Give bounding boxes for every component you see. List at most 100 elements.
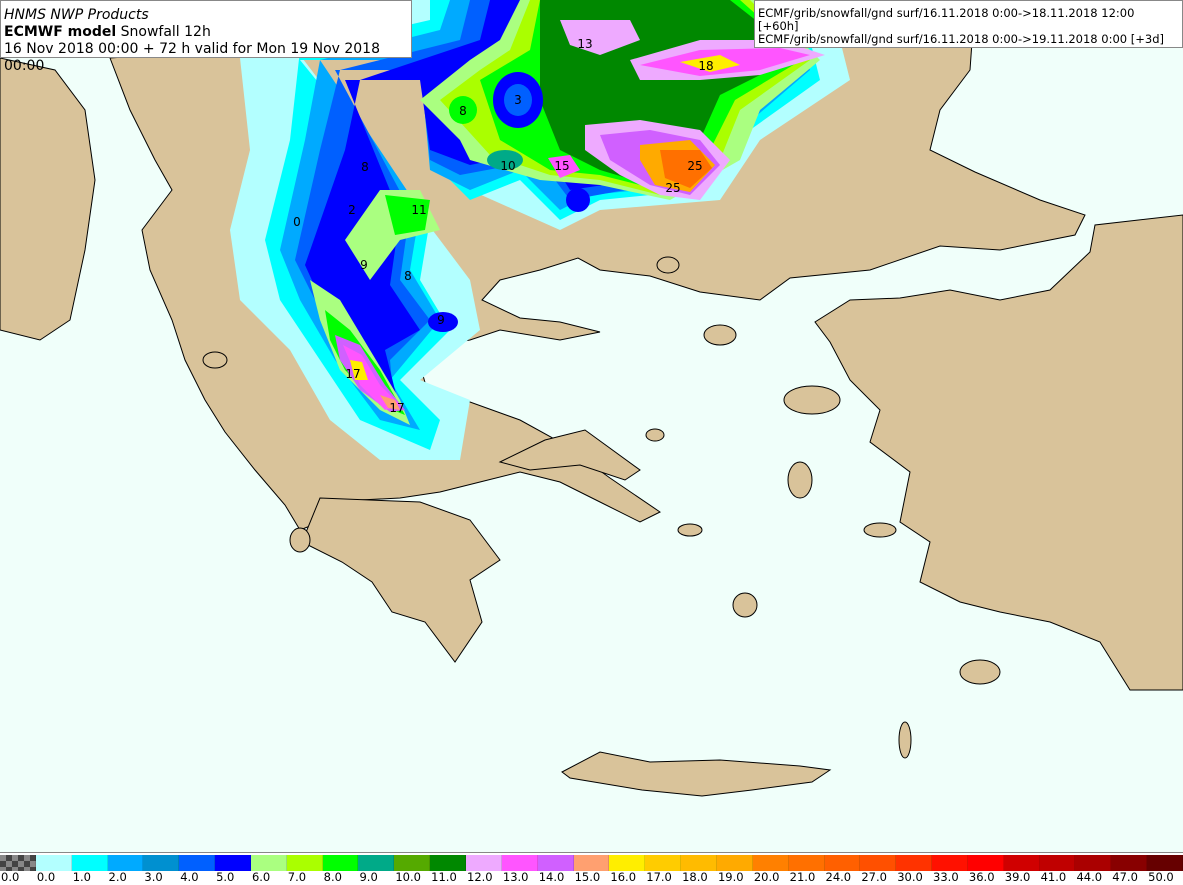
contour-label: 8 [404,269,412,283]
model-line: ECMWF model Snowfall 12h [4,24,409,41]
naxos-land [732,592,758,618]
anatolia-land [814,214,1183,691]
contour-labels: 13 18 3 8 10 15 25 25 8 0 2 11 9 8 9 17 … [293,37,713,415]
source-line: ECMF/grib/snowfall/gnd surf/16.11.2018 0… [758,6,1135,33]
contour-label: 9 [360,258,368,272]
legend-label: 5.0 [216,870,235,884]
legend-label: 11.0 [431,870,457,884]
legend-swatch [358,855,395,871]
source-box: ECMF/grib/snowfall/gnd surf/16.11.2018 0… [754,0,1183,48]
legend-label: 0.0 [36,870,56,884]
legend-swatch [716,855,753,871]
legend-label: 3.0 [144,870,163,884]
legend-swatch [1003,855,1040,871]
contour-label: 10 [500,159,515,173]
legend-label: 36.0 [968,870,995,884]
legend-swatch [215,855,251,871]
legend-swatch [0,855,36,871]
euboea-land [498,429,641,481]
legend-label: 21.0 [789,870,816,884]
contour-label: 2 [348,203,356,217]
legend-label: 10.0 [395,870,421,884]
legend-swatch [752,855,789,871]
legend-swatch [179,855,216,871]
legend-label: 0.0 [1,870,20,884]
legend-label: 50.0 [1148,870,1174,884]
legend-swatch [35,855,72,871]
legend-label: 17.0 [646,870,672,884]
contour-label: 25 [665,181,680,195]
contour-label: 3 [514,93,522,107]
legend-swatch [1039,855,1076,871]
legend-label: 15.0 [574,870,601,884]
legend-label: 8.0 [323,870,342,884]
legend-swatch [645,855,682,871]
legend-swatch [788,855,825,871]
legend-label: 24.0 [825,870,852,884]
skyros-land [645,428,665,442]
legend-swatch [896,855,933,871]
legend-label: 1.0 [72,870,91,884]
legend-label: 9.0 [359,870,378,884]
legend-swatch [932,855,968,871]
legend-swatch [967,855,1004,871]
rhodes-land [959,659,1001,685]
legend-label: 44.0 [1076,870,1103,884]
validity-label: 16 Nov 2018 00:00 + 72 h valid for Mon 1… [4,41,380,74]
legend-swatch [107,855,144,871]
legend-swatch [286,855,323,871]
legend-label: 16.0 [610,870,637,884]
legend-label: 2.0 [108,870,127,884]
title-box: HNMS NWP Products ECMWF model Snowfall 1… [0,0,412,74]
product-name: Snowfall 12h [120,24,211,40]
legend-swatch [143,855,180,871]
samos-land [863,522,897,538]
legend-swatch [609,855,646,871]
contour-label: 8 [459,104,467,118]
legend-label: 39.0 [1004,870,1031,884]
snowfall-field [230,0,850,460]
lemnos-land [703,324,737,346]
legend-swatch [322,855,359,871]
legend-label: 27.0 [861,870,887,884]
legend-swatch [394,855,431,871]
contour-label: 17 [345,367,360,381]
legend-swatch [573,855,610,871]
legend-swatch [466,855,502,871]
contour-label: 13 [577,37,592,51]
legend-label: 33.0 [933,870,959,884]
legend-swatch [1147,855,1183,871]
lesvos-land [783,385,841,415]
legend-swatch [1111,855,1148,871]
chios-land [787,461,813,499]
legend-label: 30.0 [897,870,923,884]
legend-swatch [537,855,574,871]
legend-swatch [681,855,717,871]
corfu-land [202,351,228,369]
model-name: ECMWF model [4,24,117,40]
legend-label: 13.0 [502,870,529,884]
legend-swatch [71,855,108,871]
legend-swatch [824,855,861,871]
legend-label: 14.0 [538,870,565,884]
legend-swatch [860,855,897,871]
producer-label: HNMS NWP Products [4,7,149,23]
contour-label: 11 [411,203,426,217]
legend-label: 7.0 [287,870,307,884]
source-line: ECMF/grib/snowfall/gnd surf/16.11.2018 0… [758,32,1164,46]
legend-swatch [430,855,467,871]
italy-land [0,57,96,341]
contour-label: 0 [293,215,301,229]
legend-swatch [250,855,287,871]
legend-label: 20.0 [753,870,780,884]
legend-swatch [501,855,538,871]
snowfall-map: 13 18 3 8 10 15 25 25 8 0 2 11 9 8 9 17 … [0,0,1183,797]
crete-land [561,751,832,797]
color-legend: 0.0 0.0 1.0 2.0 3.0 4.0 5.0 6.0 7.0 8.0 9.0 10.0 11.… [0,852,1183,885]
contour-label: 9 [437,313,445,327]
legend-label: 4.0 [180,870,199,884]
contour-label: 25 [687,159,702,173]
andros-land [677,523,703,537]
legend-swatch [1075,855,1112,871]
karpathos-land [898,721,912,759]
